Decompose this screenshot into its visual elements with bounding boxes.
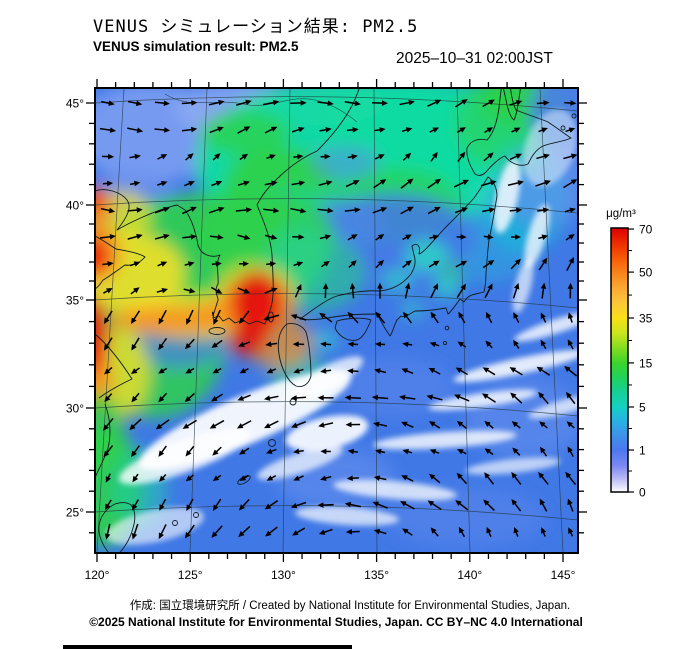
page-title-english: VENUS simulation result: PM2.5	[93, 39, 299, 54]
colorbar-tick-label: 50	[639, 266, 653, 280]
colorbar-tick-label: 0	[639, 486, 646, 500]
credit-line: 作成: 国立環境研究所 / Created by National Instit…	[129, 600, 571, 612]
colorbar-gradient	[610, 227, 629, 493]
colorbar: μg/m³ 70 50 35 15 5 1 0	[606, 208, 652, 500]
y-axis-tick-label: 35°	[66, 294, 84, 308]
colorbar-tick-label: 1	[639, 444, 646, 458]
wind-vector-arrows	[99, 99, 578, 540]
colorbar-tick-label: 5	[639, 400, 646, 414]
x-axis-tick-label: 135°	[364, 568, 389, 582]
map-plot-area	[94, 87, 579, 554]
colorbar-tick-label: 15	[639, 356, 653, 370]
x-axis-tick-label: 140°	[457, 568, 482, 582]
x-axis-tick-label: 145°	[551, 568, 576, 582]
y-axis-tick-label: 30°	[66, 402, 84, 416]
axis-ticks: 120° 125° 130° 135° 140° 145° 45° 40° 35° 30° 25°	[66, 79, 587, 582]
colorbar-tick-label: 35	[639, 312, 653, 326]
map-frame	[94, 87, 579, 554]
pm25-field	[95, 88, 578, 548]
x-axis-tick-label: 125°	[178, 568, 203, 582]
graticule	[95, 88, 578, 553]
y-axis-tick-label: 40°	[66, 199, 84, 213]
x-axis-tick-label: 120°	[85, 568, 110, 582]
bottom-edge-artifact	[63, 645, 352, 649]
colorbar-unit-label: μg/m³	[606, 208, 636, 220]
license-line: ©2025 National Institute for Environment…	[89, 615, 583, 629]
y-axis-tick-label: 25°	[66, 506, 84, 520]
x-axis-tick-label: 130°	[271, 568, 296, 582]
colorbar-tick-label: 70	[639, 223, 653, 237]
colorbar-ticks: 70 50 35 15 5 1 0	[628, 223, 653, 500]
page-title-japanese: VENUS シミュレーション結果: PM2.5	[93, 17, 419, 37]
forecast-timestamp: 2025–10–31 02:00JST	[396, 50, 553, 67]
y-axis-tick-label: 45°	[66, 97, 84, 111]
